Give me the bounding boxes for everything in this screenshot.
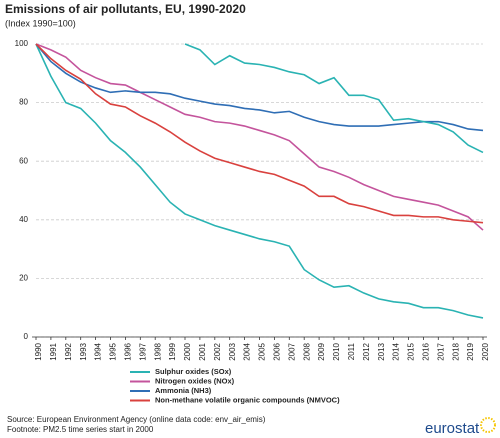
x-tick-label: 2017 [436,342,445,360]
series-line [35,43,484,224]
series-line [35,43,484,319]
legend-label: Ammonia (NH3) [155,386,212,395]
x-tick-label: 2006 [273,342,282,360]
x-tick-label: 2016 [422,342,431,360]
x-tick-label: 2007 [287,342,296,360]
x-tick-label: 1990 [34,342,43,360]
x-tick-label: 2013 [377,342,386,360]
legend-label: Nitrogen oxides (NOx) [155,376,235,385]
x-tick-label: 2010 [332,342,341,360]
x-tick-label: 2004 [243,342,252,360]
y-tick-label: 20 [19,274,28,283]
y-tick-label: 60 [19,156,28,165]
series-line [35,43,484,231]
chart-title: Emissions of air pollutants, EU, 1990-20… [5,2,246,16]
x-tick-label: 2003 [228,342,237,360]
y-tick-label: 100 [15,39,29,48]
x-tick-label: 2019 [466,342,475,360]
x-tick-label: 2001 [198,342,207,360]
x-tick-label: 2000 [183,342,192,360]
x-tick-label: 2014 [392,342,401,360]
series-line [35,43,484,132]
x-tick-label: 2009 [317,342,326,360]
x-tick-label: 1997 [138,342,147,360]
legend-label: Sulphur oxides (SOx) [155,367,232,376]
x-tick-label: 1991 [49,342,58,360]
x-tick-label: 2018 [451,342,460,360]
x-tick-label: 1992 [64,342,73,360]
x-tick-label: 2002 [213,342,222,360]
x-tick-label: 1994 [94,342,103,360]
x-tick-label: 1999 [168,342,177,360]
x-tick-label: 2012 [362,342,371,360]
x-tick-label: 1993 [79,342,88,360]
x-tick-label: 2015 [407,342,416,360]
legend-label: Non-methane volatile organic compounds (… [155,395,340,404]
series-line [184,43,484,154]
x-tick-label: 1995 [109,342,118,360]
x-tick-label: 2020 [481,342,490,360]
logo: eurostat [425,420,480,437]
source: Source: European Environment Agency (onl… [7,415,266,424]
x-tick-label: 1996 [124,342,133,360]
x-tick-label: 2011 [347,342,356,360]
y-tick-label: 80 [19,98,28,107]
y-tick-label: 0 [24,332,29,341]
x-tick-label: 2005 [258,342,267,360]
footnote: Footnote: PM2.5 time series start in 200… [7,425,154,434]
chart-subtitle: (Index 1990=100) [5,18,76,28]
x-tick-label: 1998 [153,342,162,360]
logo-stars [480,417,496,433]
x-tick-label: 2008 [302,342,311,360]
y-tick-label: 40 [19,215,28,224]
